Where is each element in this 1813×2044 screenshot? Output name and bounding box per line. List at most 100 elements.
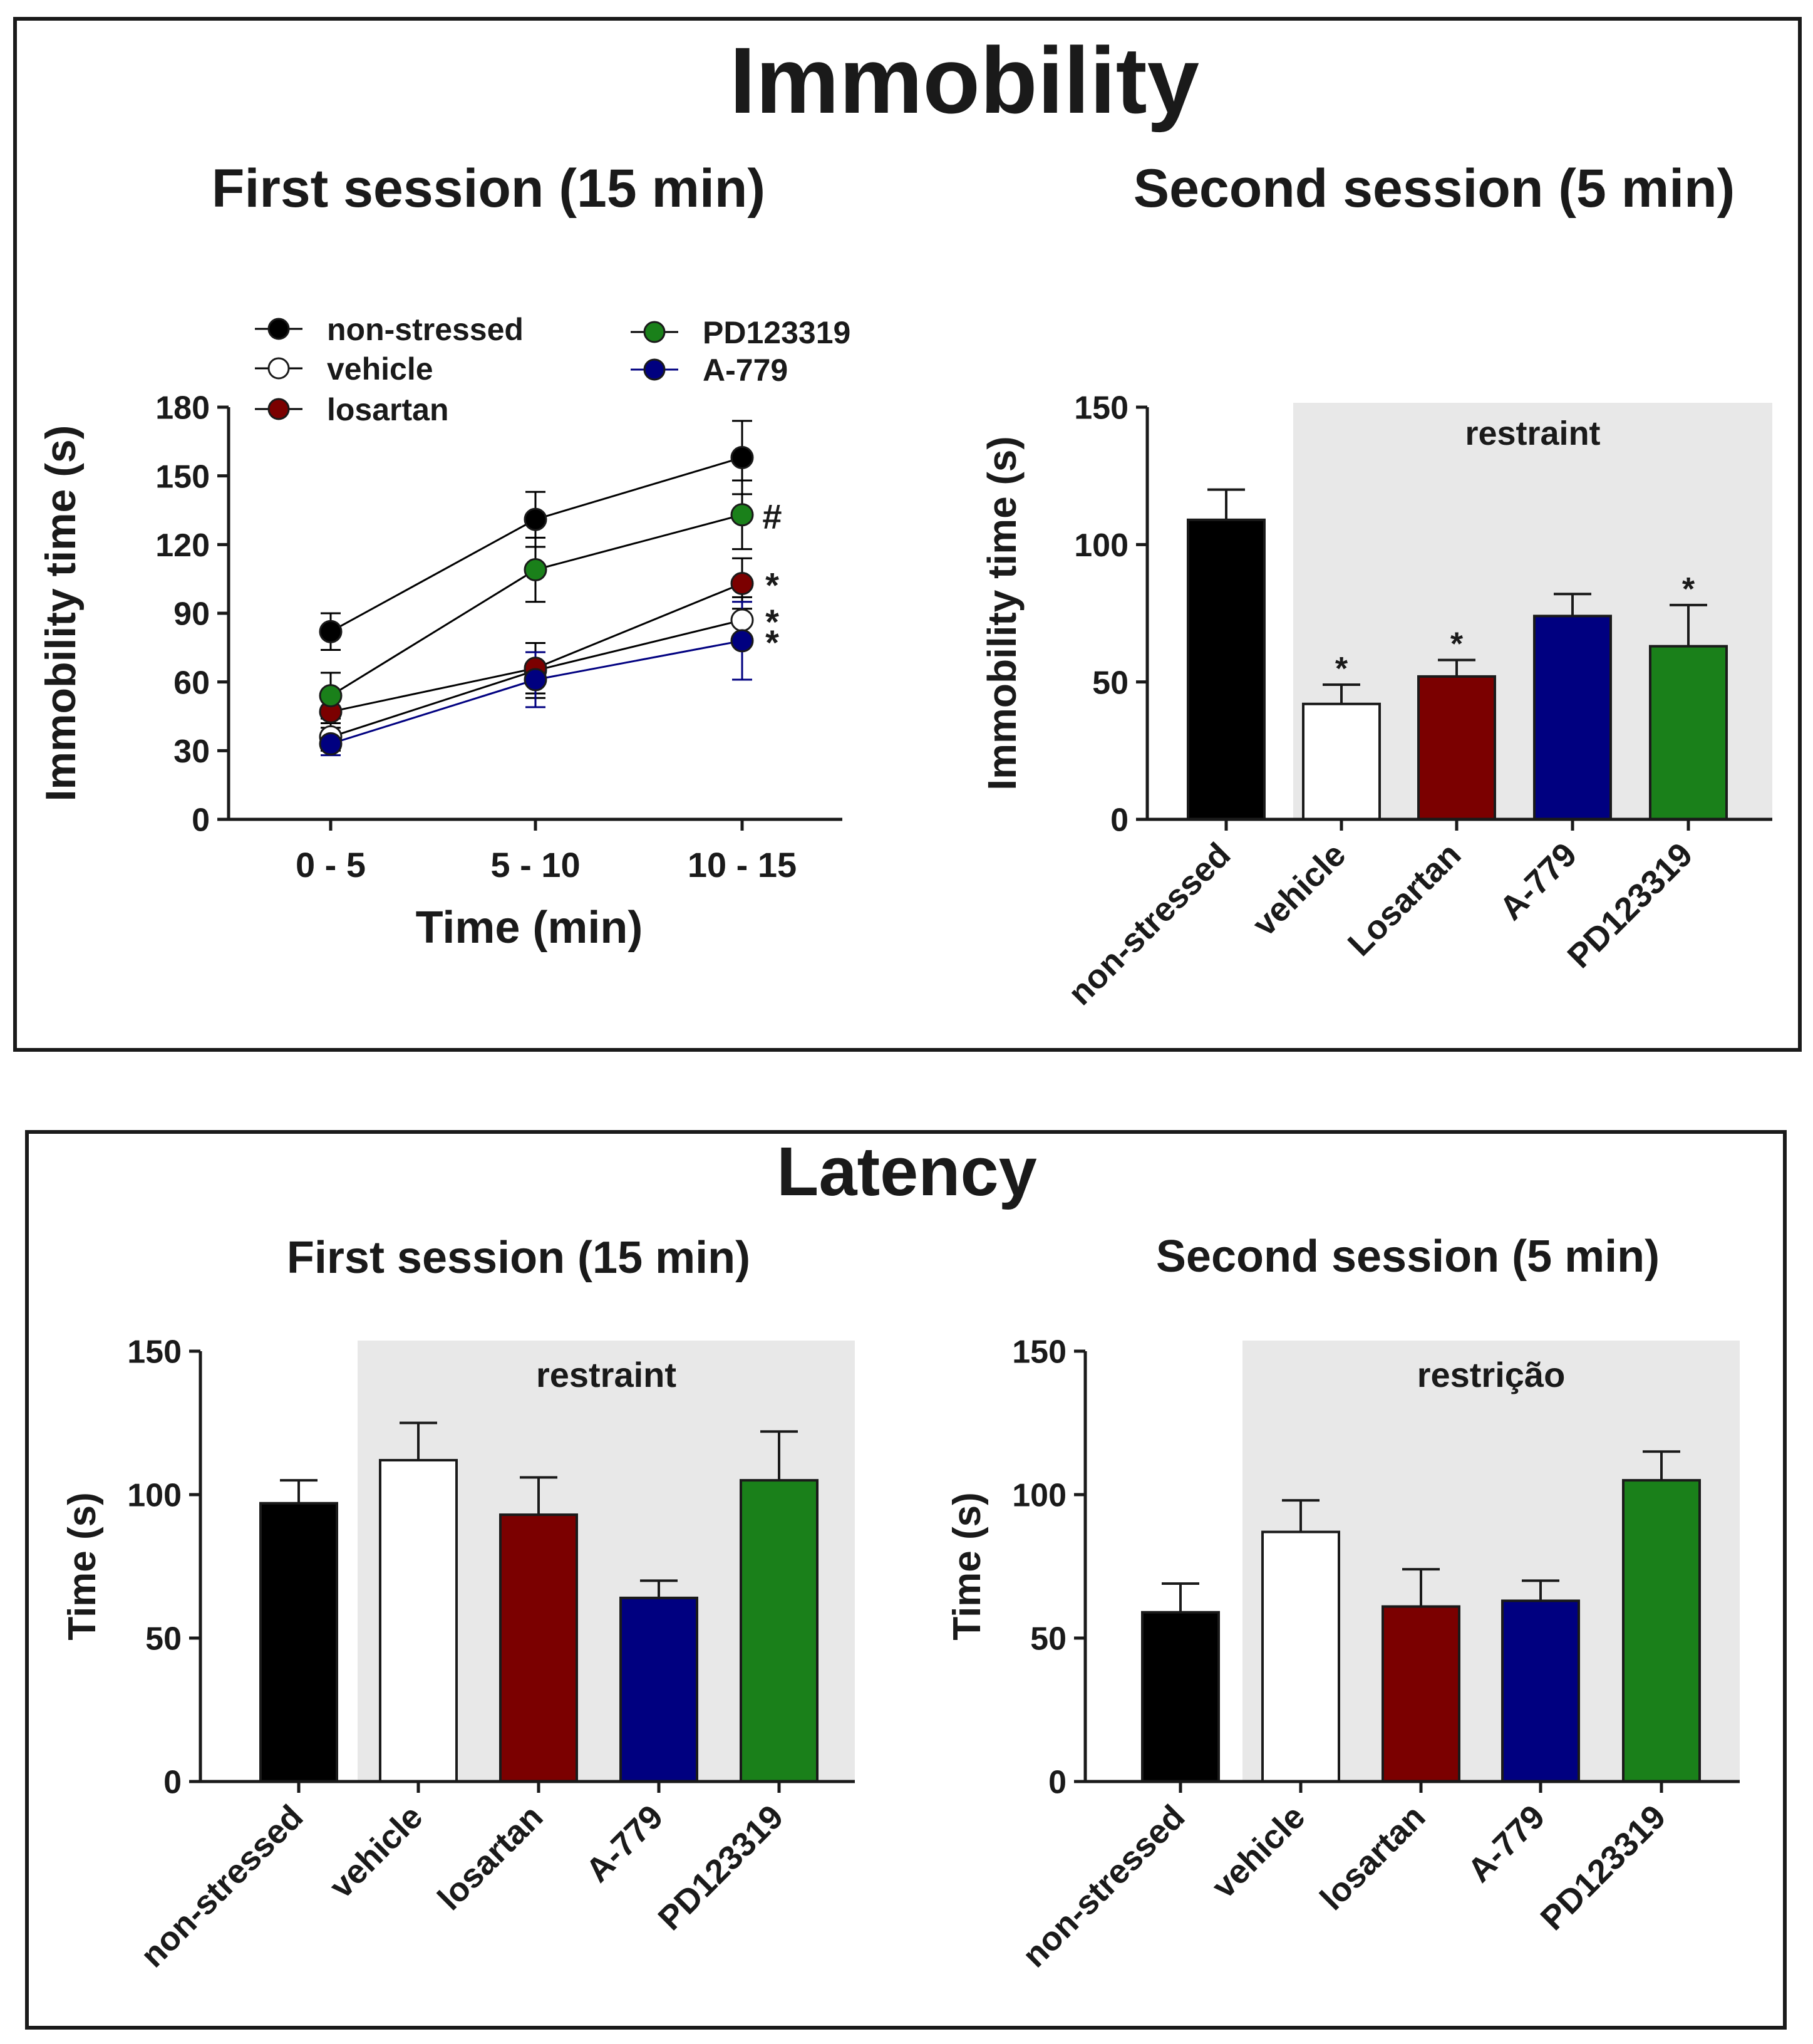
- lat1-x-tick-label: losartan: [431, 1798, 550, 1917]
- lat2-y-tick-label: 0: [1048, 1765, 1067, 1801]
- imm1-y-tick-label: 0: [192, 802, 210, 839]
- lat1-shade-label: restraint: [536, 1355, 676, 1394]
- imm1-legend-label: vehicle: [327, 351, 433, 386]
- imm2-y-tick-label: 100: [1074, 527, 1129, 564]
- imm1-legend-label: A-779: [703, 353, 788, 388]
- imm2-y-tick-label: 0: [1110, 802, 1129, 839]
- lat2-x-tick-label: PD123319: [1534, 1798, 1673, 1938]
- imm1-x-axis-label: Time (min): [416, 903, 643, 953]
- immobility-first-session-line-chart: 0 30 60 90 120 150 180 Immobility time (s) 0 - 5…: [37, 312, 850, 953]
- imm2-x-tick-label: Losartan: [1341, 836, 1469, 963]
- lat1-y-tick-label: 100: [127, 1478, 182, 1514]
- imm1-x-tick-label: 10 - 15: [688, 845, 797, 885]
- imm1-point-non-stressed: [524, 507, 547, 531]
- imm1-y-tick-label: 150: [155, 459, 210, 495]
- imm1-point-pd123319: [730, 503, 754, 527]
- imm1-point-vehicle: [730, 608, 754, 632]
- lat2-bar-losartan: [1382, 1605, 1460, 1783]
- imm1-significance-mark: *: [765, 602, 779, 641]
- latency-first-session-bar-chart: restraint non-stressed vehicle losartan A-77…: [61, 1334, 855, 1974]
- lat1-bar-a-779: [619, 1596, 698, 1783]
- lat2-y-tick-label: 150: [1012, 1334, 1067, 1371]
- imm1-legend-marker: [643, 358, 666, 381]
- lat2-x-tick-label: vehicle: [1205, 1798, 1313, 1906]
- lat1-x-tick-label: A-779: [579, 1798, 670, 1889]
- imm2-x-tick-label: PD123319: [1561, 836, 1700, 975]
- lat2-bar-pd123319: [1622, 1479, 1701, 1783]
- imm1-legend-marker: [267, 318, 290, 340]
- imm1-point-losartan: [730, 571, 754, 595]
- imm1-significance-mark: #: [762, 497, 782, 536]
- lat1-bar-losartan: [499, 1513, 578, 1783]
- lat1-bar-pd123319: [740, 1479, 819, 1783]
- imm1-legend-label: losartan: [327, 392, 449, 427]
- imm2-x-tick-label: vehicle: [1246, 836, 1353, 943]
- lat2-subtitle: Second session (5 min): [1156, 1232, 1660, 1282]
- lat1-bar-vehicle: [379, 1459, 458, 1783]
- imm1-point-a-779: [319, 732, 343, 755]
- lat2-x-tick-label: A-779: [1460, 1798, 1552, 1889]
- imm2-bar-a-779: [1533, 615, 1612, 821]
- lat2-x-tick-label: losartan: [1313, 1798, 1433, 1917]
- imm2-y-axis-label: Immobility time (s): [979, 436, 1025, 790]
- lat2-bar-non-stressed: [1141, 1611, 1220, 1783]
- imm1-y-tick-label: 120: [155, 527, 210, 564]
- imm2-subtitle: Second session (5 min): [1134, 158, 1735, 219]
- imm1-significance-mark: *: [765, 565, 779, 604]
- lat2-x-tick-label: non-stressed: [1015, 1798, 1192, 1974]
- imm1-legend-marker: [267, 357, 290, 380]
- immobility-panel-title: Immobility: [730, 28, 1199, 133]
- lat2-shade-label: restrição: [1417, 1355, 1566, 1394]
- immobility-panel-frame: [13, 17, 1802, 1052]
- latency-second-session-bar-chart: restrição non-stressed vehicle losartan A-77…: [946, 1334, 1740, 1974]
- imm2-bar-vehicle: [1302, 702, 1381, 821]
- lat1-y-tick-label: 150: [127, 1334, 182, 1371]
- imm1-point-pd123319: [524, 558, 547, 582]
- lat2-y-tick-label: 100: [1012, 1478, 1067, 1514]
- lat1-subtitle: First session (15 min): [287, 1233, 750, 1283]
- imm2-shade-label: restraint: [1465, 415, 1600, 452]
- lat2-y-tick-label: 50: [1030, 1621, 1067, 1658]
- imm1-legend-marker: [643, 321, 666, 343]
- lat1-bar-non-stressed: [259, 1502, 338, 1783]
- lat2-bar-vehicle: [1261, 1530, 1340, 1783]
- imm1-legend-marker: [267, 398, 290, 420]
- imm1-x-tick-label: 0 - 5: [296, 845, 366, 885]
- imm1-subtitle: First session (15 min): [212, 158, 765, 219]
- imm2-significance-mark: *: [1450, 626, 1464, 663]
- imm2-bar-pd123319: [1649, 645, 1728, 821]
- imm2-bar-losartan: [1417, 675, 1496, 821]
- lat1-x-tick-label: PD123319: [651, 1798, 791, 1938]
- imm1-legend-label: PD123319: [703, 315, 850, 350]
- imm1-y-tick-label: 180: [155, 390, 210, 427]
- lat1-y-tick-label: 50: [145, 1621, 182, 1658]
- immobility-second-session-bar-chart: restraint non-stressed * vehicle * Losartan A-…: [979, 390, 1772, 1012]
- imm1-point-a-779: [524, 668, 547, 692]
- imm2-bar-non-stressed: [1187, 518, 1266, 821]
- lat2-y-axis-label: Time (s): [946, 1492, 989, 1641]
- imm2-significance-mark: *: [1335, 651, 1348, 687]
- imm1-point-non-stressed: [319, 620, 343, 643]
- imm1-x-tick-label: 5 - 10: [490, 845, 580, 885]
- imm1-point-a-779: [730, 629, 754, 653]
- imm1-y-tick-label: 30: [173, 734, 210, 770]
- imm1-y-tick-label: 60: [173, 665, 210, 701]
- imm1-y-tick-label: 90: [173, 596, 210, 633]
- imm1-legend-label: non-stressed: [327, 312, 524, 347]
- latency-panel-frame: [25, 1130, 1787, 2030]
- imm1-point-non-stressed: [730, 445, 754, 469]
- imm1-significance-mark: *: [765, 623, 779, 662]
- imm1-y-axis-label: Immobility time (s): [37, 425, 85, 802]
- lat1-x-tick-label: vehicle: [323, 1798, 430, 1906]
- latency-panel-title: Latency: [777, 1133, 1037, 1210]
- imm2-x-tick-label: non-stressed: [1061, 836, 1237, 1012]
- imm2-y-tick-label: 150: [1074, 390, 1129, 427]
- lat1-y-tick-label: 0: [163, 1765, 182, 1801]
- lat1-y-axis-label: Time (s): [61, 1492, 104, 1641]
- imm2-x-tick-label: A-779: [1492, 836, 1584, 927]
- lat2-bar-a-779: [1501, 1599, 1580, 1783]
- imm1-point-pd123319: [319, 684, 343, 708]
- lat1-x-tick-label: non-stressed: [133, 1798, 310, 1974]
- imm2-significance-mark: *: [1682, 571, 1695, 608]
